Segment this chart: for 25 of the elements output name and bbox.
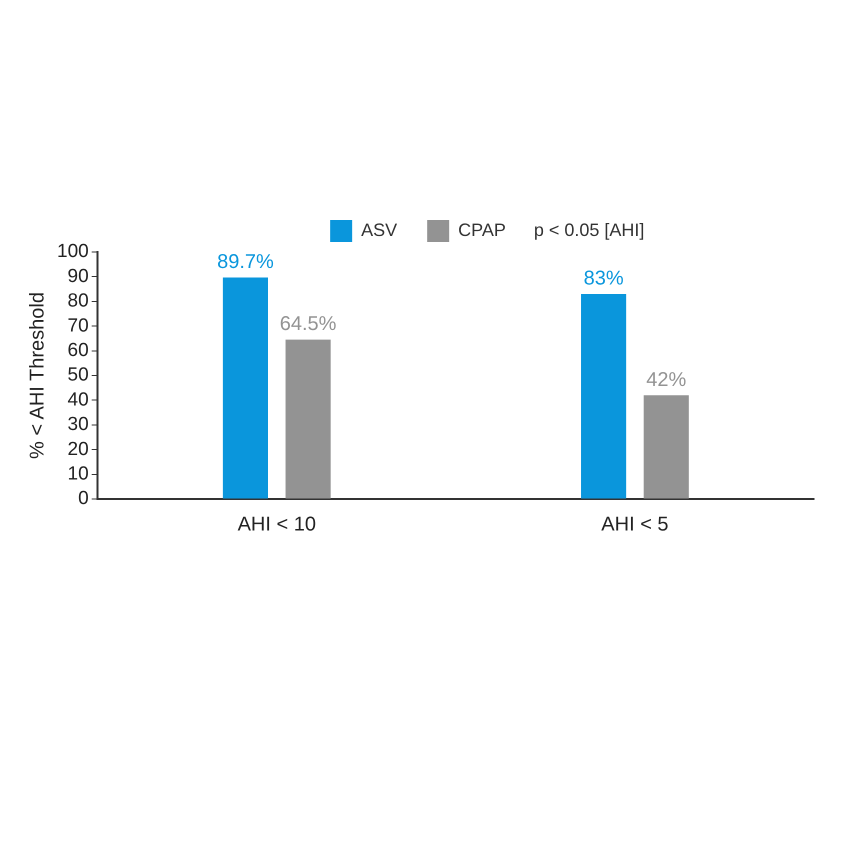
data-label: 83%: [584, 268, 624, 290]
y-tick-label: 0: [78, 488, 89, 510]
y-tick-label: 30: [68, 414, 89, 436]
legend-label: ASV: [361, 220, 398, 240]
y-tick-label: 100: [57, 241, 89, 262]
bar: [581, 294, 626, 498]
x-tick-label: AHI < 10: [238, 514, 316, 536]
y-tick-label: 60: [68, 340, 89, 362]
y-tick-label: 70: [68, 315, 89, 336]
y-tick-label: 10: [68, 464, 89, 485]
data-label: 89.7%: [217, 250, 274, 273]
x-tick-label: AHI < 5: [601, 514, 669, 536]
data-label: 64.5%: [280, 313, 337, 336]
y-tick-label: 40: [68, 389, 89, 410]
y-axis-title: % < AHI Threshold: [26, 292, 49, 459]
y-tick-label: 80: [68, 290, 89, 312]
bar: [222, 277, 268, 498]
data-label: 42%: [646, 368, 686, 391]
y-tick-label: 90: [68, 266, 89, 287]
y-tick-label: 50: [68, 364, 89, 386]
legend-label: CPAP: [458, 220, 506, 240]
y-tick-label: 20: [68, 438, 89, 460]
bar: [286, 340, 331, 498]
bar: [644, 395, 689, 498]
text: p < 0.05 [AHI]: [534, 220, 644, 240]
